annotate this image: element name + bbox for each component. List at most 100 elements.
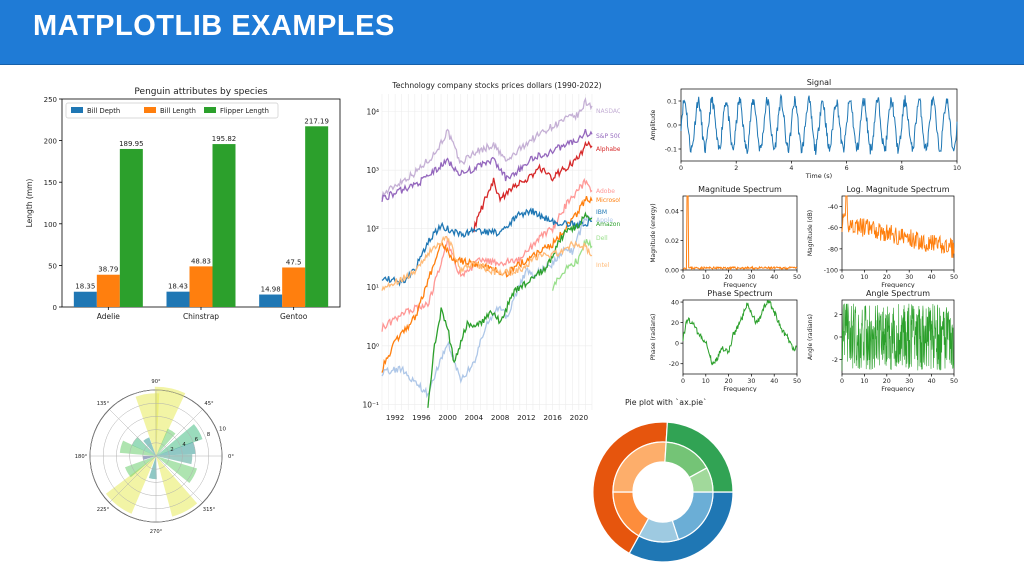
y-axis-label: Magnitude (energy)	[650, 203, 657, 262]
x-tick-label: 10	[860, 378, 868, 385]
series-label: Intel	[596, 262, 610, 269]
y-tick-label: 0.1	[667, 99, 677, 106]
x-axis-label: Frequency	[881, 385, 915, 392]
bar-value-label: 14.98	[261, 286, 281, 294]
polar-bar	[131, 437, 156, 456]
angle-tick-label: 135°	[97, 401, 110, 407]
series-line	[381, 235, 593, 291]
series-label: S&P 500	[596, 133, 620, 140]
stock-price-chart: Technology company stocks prices dollars…	[362, 81, 620, 422]
x-tick-label: 20	[725, 274, 733, 281]
series-line	[473, 140, 593, 233]
plot-frame	[682, 299, 798, 375]
x-tick-label: 2000	[438, 413, 457, 422]
y-tick-label: 10⁻¹	[362, 400, 379, 409]
y-tick-label: 10⁴	[366, 108, 379, 117]
bar-value-label: 18.35	[75, 283, 95, 291]
y-tick-label: 0.0	[667, 123, 677, 130]
radial-tick-label: 8	[207, 432, 211, 438]
bar	[212, 144, 236, 307]
penguin-bar-chart: Penguin attributes by species 0 50 100 150 20…	[25, 87, 341, 321]
chart-title: Penguin attributes by species	[134, 87, 267, 97]
pie-inner-wedge	[688, 467, 714, 493]
polar-grid-spoke	[155, 409, 203, 457]
x-tick-label: 2012	[517, 413, 536, 422]
x-tick-label: 40	[770, 378, 778, 385]
series-label: Amazon	[596, 221, 620, 228]
x-tick-label: 1992	[386, 413, 405, 422]
x-tick-label: 40	[928, 378, 936, 385]
y-tick-label: 10¹	[366, 283, 379, 292]
x-tick-label: 20	[883, 274, 891, 281]
polar-bar	[143, 437, 156, 456]
polar-bar	[156, 424, 203, 456]
chart-title: Signal	[807, 78, 832, 87]
series-line	[381, 128, 593, 203]
x-tick-label: Adelie	[97, 312, 121, 321]
y-tick-label: 20	[671, 320, 679, 327]
y-axis-label: Magnitude (dB)	[807, 210, 814, 256]
x-axis-label: Frequency	[723, 281, 757, 288]
x-tick-label: 0	[679, 165, 683, 172]
header-banner: MATPLOTLIB EXAMPLES	[0, 0, 1024, 65]
bar	[119, 148, 143, 307]
legend-label: Bill Length	[160, 107, 196, 115]
x-tick-label: 10	[702, 274, 710, 281]
polar-bar	[156, 454, 193, 465]
y-tick-label: 10⁰	[366, 342, 379, 351]
x-axis-label: Frequency	[881, 281, 915, 288]
bar-value-label: 195.82	[212, 135, 237, 143]
x-tick-label: 20	[725, 378, 733, 385]
y-tick-label: 0	[675, 341, 679, 348]
bar	[73, 291, 97, 307]
x-tick-label: 2	[734, 165, 738, 172]
y-axis-label: Phase (radians)	[650, 314, 657, 361]
y-axis-label: Length (mm)	[25, 179, 34, 228]
angle-tick-label: 315°	[203, 507, 216, 513]
series-label: Adobe	[596, 188, 615, 195]
polar-bar	[119, 440, 156, 456]
series-label: NASDAQ	[596, 108, 620, 115]
phase-line	[682, 299, 797, 366]
chart-title: Phase Spectrum	[707, 289, 772, 298]
bar	[166, 291, 190, 307]
y-tick-label: 10³	[366, 166, 379, 175]
x-tick-label: 30	[747, 378, 755, 385]
phase-spectrum-chart: Phase Spectrum 0 10 20 30 40 50 40 20 0 -20 Frequen…	[650, 289, 801, 392]
angle-tick-label: 225°	[97, 507, 110, 513]
polar-bar	[142, 455, 156, 460]
x-tick-label: 4	[789, 165, 793, 172]
series-line	[381, 214, 593, 399]
polar-bar	[154, 386, 186, 456]
y-tick-label: -0.1	[665, 147, 677, 154]
x-tick-label: 2008	[491, 413, 510, 422]
polar-grid-spoke	[109, 455, 157, 503]
x-tick-label: 10	[953, 165, 961, 172]
angle-line	[841, 303, 955, 371]
legend-box	[65, 102, 279, 119]
bar	[189, 266, 213, 307]
series-line	[427, 211, 593, 408]
y-tick-label: -2	[832, 357, 838, 364]
y-tick-label: 0.02	[665, 238, 679, 245]
y-tick-label: 100	[44, 221, 57, 229]
series-line	[381, 195, 593, 373]
chart-title: Magnitude Spectrum	[698, 185, 782, 194]
x-tick-label: 20	[883, 378, 891, 385]
chart-title: Technology company stocks prices dollars…	[391, 81, 601, 90]
series-line	[381, 97, 593, 200]
polar-bar	[124, 456, 156, 478]
x-tick-label: 0	[840, 378, 844, 385]
y-tick-label: 250	[44, 96, 57, 104]
y-tick-label: 200	[44, 138, 57, 146]
angle-tick-label: 45°	[204, 401, 214, 407]
polar-bar	[148, 456, 157, 480]
legend-swatch	[204, 107, 216, 113]
series-label: Alphabet	[596, 146, 620, 153]
radial-tick-label: 2	[170, 447, 174, 453]
series-label: IBM	[596, 209, 607, 216]
x-tick-label: 1996	[412, 413, 431, 422]
bar-value-label: 18.43	[168, 283, 188, 291]
x-tick-label: 30	[747, 274, 755, 281]
x-tick-label: Chinstrap	[183, 312, 219, 321]
